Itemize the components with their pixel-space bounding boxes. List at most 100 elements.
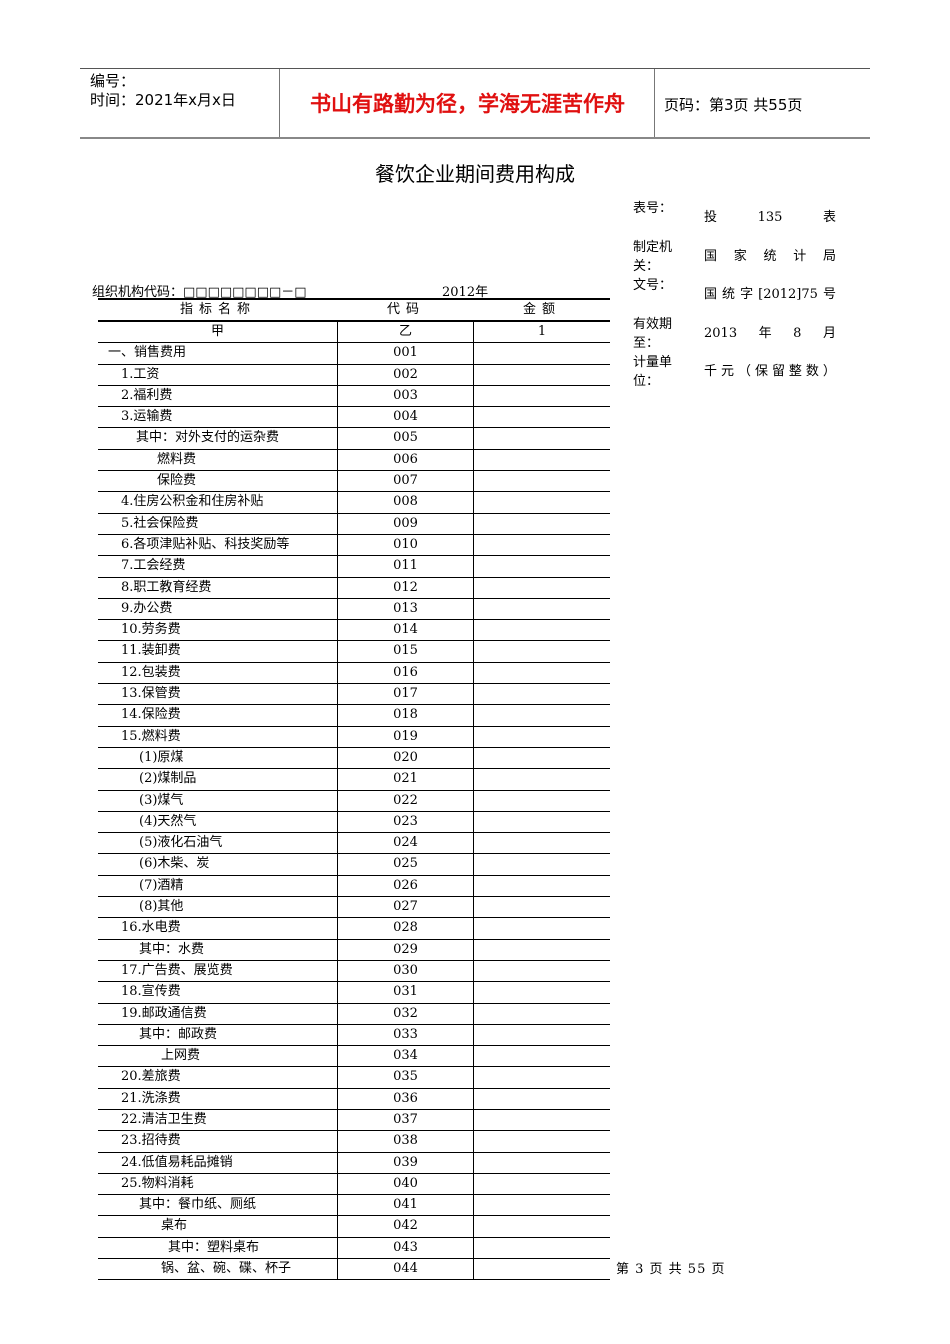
row-amount[interactable] [474, 1025, 610, 1045]
row-code: 033 [338, 1024, 474, 1046]
row-amount[interactable] [474, 1195, 610, 1215]
row-amount[interactable] [474, 982, 610, 1002]
row-amount[interactable] [474, 428, 610, 448]
row-name: 3.运输费 [98, 407, 338, 428]
row-name: 其中：塑料桌布 [98, 1237, 338, 1259]
row-amount[interactable] [474, 556, 610, 576]
row-name: (7)酒精 [98, 875, 338, 897]
meta-value: 投 135 表 [704, 199, 836, 238]
row-amount[interactable] [474, 1110, 610, 1130]
row-code: 002 [338, 364, 474, 385]
row-amount[interactable] [474, 599, 610, 619]
row-amount[interactable] [474, 343, 610, 363]
row-amount[interactable] [474, 1004, 610, 1024]
row-amount[interactable] [474, 492, 610, 512]
row-amount[interactable] [474, 1131, 610, 1151]
row-amount[interactable] [474, 1174, 610, 1194]
row-name: (6)木柴、炭 [98, 854, 338, 875]
row-amount[interactable] [474, 1216, 610, 1236]
row-amount[interactable] [474, 791, 610, 811]
meta-value-part: 计 [793, 248, 807, 264]
table-row: 4.住房公积金和住房补贴 008 [98, 492, 610, 514]
row-amount[interactable] [474, 748, 610, 768]
row-amount[interactable] [474, 918, 610, 938]
row-amount[interactable] [474, 940, 610, 960]
table-row: 5.社会保险费 009 [98, 513, 610, 535]
table-row: (2)煤制品 021 [98, 769, 610, 791]
row-name: (1)原煤 [98, 747, 338, 769]
row-name: 8.职工教育经费 [98, 577, 338, 598]
row-amount[interactable] [474, 641, 610, 661]
row-name: (5)液化石油气 [98, 833, 338, 854]
row-code: 040 [338, 1173, 474, 1195]
row-code: 004 [338, 407, 474, 428]
row-amount[interactable] [474, 365, 610, 385]
row-amount[interactable] [474, 386, 610, 406]
row-code: 021 [338, 769, 474, 790]
table-row: 9.办公费 013 [98, 598, 610, 621]
table-row: 15.燃料费 019 [98, 726, 610, 748]
row-amount[interactable] [474, 897, 610, 917]
row-code: 034 [338, 1046, 474, 1067]
row-name: 7.工会经费 [98, 556, 338, 577]
table-row: 13.保管费 017 [98, 684, 610, 706]
meta-value-part: 表 [822, 210, 836, 225]
row-code: 020 [338, 747, 474, 769]
row-amount[interactable] [474, 1238, 610, 1258]
row-amount[interactable] [474, 1046, 610, 1066]
row-amount[interactable] [474, 812, 610, 832]
row-name: 其中：邮政费 [98, 1024, 338, 1046]
row-code: 001 [338, 343, 474, 364]
row-name: 15.燃料费 [98, 726, 338, 747]
meta-row: 计量单位： 千元（保留整数） [633, 353, 836, 392]
row-name: 23.招待费 [98, 1131, 338, 1152]
row-amount[interactable] [474, 1067, 610, 1087]
row-amount[interactable] [474, 876, 610, 896]
report-year: 2012年 [442, 285, 489, 300]
table-row: 8.职工教育经费 012 [98, 577, 610, 599]
row-name: 21.洗涤费 [98, 1088, 338, 1109]
row-amount[interactable] [474, 471, 610, 491]
row-amount[interactable] [474, 727, 610, 747]
row-amount[interactable] [474, 535, 610, 555]
meta-value-part: 统 [763, 248, 777, 264]
row-code: 017 [338, 684, 474, 705]
row-code: 018 [338, 705, 474, 726]
meta-value-part: 国 [704, 248, 718, 264]
row-amount[interactable] [474, 769, 610, 789]
row-amount[interactable] [474, 620, 610, 640]
row-code: 031 [338, 982, 474, 1003]
header-code: 代码 [386, 302, 425, 317]
row-amount[interactable] [474, 684, 610, 704]
row-name: 22.清洁卫生费 [98, 1109, 338, 1131]
row-name: (8)其他 [98, 897, 338, 918]
row-name: 17.广告费、展览费 [98, 960, 338, 982]
row-code: 028 [338, 918, 474, 939]
table-row: 23.招待费 038 [98, 1131, 610, 1153]
row-amount[interactable] [474, 514, 610, 534]
row-amount[interactable] [474, 1259, 610, 1279]
meta-value: 国家统计局 [704, 238, 836, 277]
page-footer: 第 3 页 共 55 页 [616, 1262, 726, 1277]
row-amount[interactable] [474, 578, 610, 598]
meta-value-part: [2012]75 [758, 287, 818, 302]
row-amount[interactable] [474, 1089, 610, 1109]
table-row: 25.物料消耗 040 [98, 1173, 610, 1196]
table-row: (3)煤气 022 [98, 790, 610, 812]
row-name: 其中：餐巾纸、厕纸 [98, 1195, 338, 1216]
row-code: 035 [338, 1067, 474, 1088]
row-amount[interactable] [474, 407, 610, 427]
row-amount[interactable] [474, 705, 610, 725]
row-code: 032 [338, 1003, 474, 1024]
row-amount[interactable] [474, 833, 610, 853]
row-amount[interactable] [474, 854, 610, 874]
row-amount[interactable] [474, 1153, 610, 1173]
table-row: 18.宣传费 031 [98, 982, 610, 1004]
row-amount[interactable] [474, 961, 610, 981]
row-code: 043 [338, 1237, 474, 1259]
row-amount[interactable] [474, 663, 610, 683]
row-code: 019 [338, 726, 474, 747]
row-code: 024 [338, 833, 474, 854]
row-code: 005 [338, 428, 474, 449]
row-amount[interactable] [474, 450, 610, 470]
